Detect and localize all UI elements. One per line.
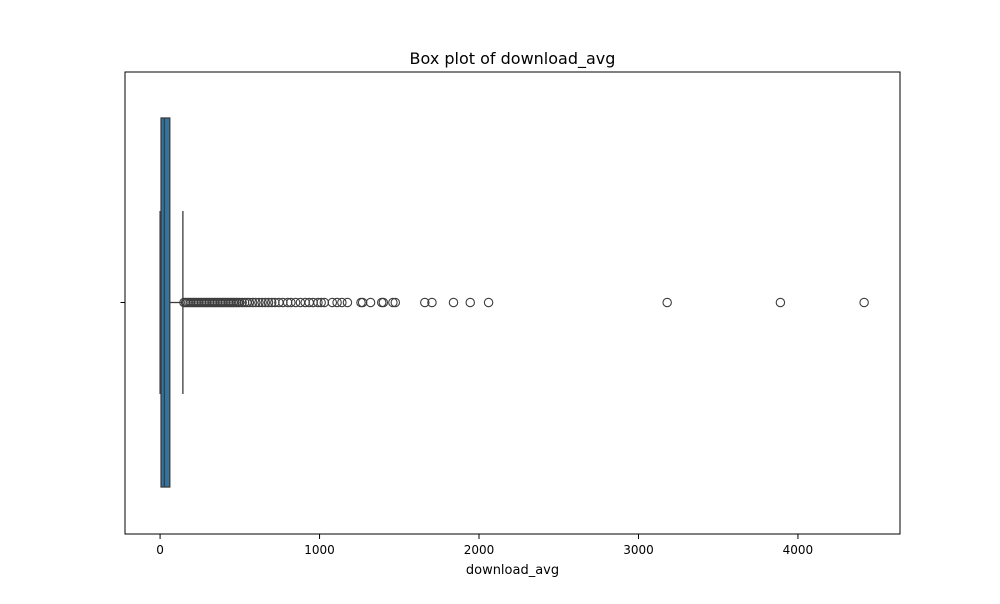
outlier-point [427, 297, 437, 308]
outlier-point [235, 297, 245, 308]
outlier-point [316, 297, 326, 308]
outlier-point [313, 297, 323, 308]
outlier-point [251, 297, 261, 308]
chart-title: Box plot of download_avg [410, 49, 616, 69]
x-tick-label: 0 [156, 543, 164, 557]
x-axis: 0 1000 2000 3000 4000 [156, 534, 813, 557]
outlier-point [365, 297, 376, 308]
outlier-point [378, 297, 389, 308]
plot-area [159, 117, 869, 488]
outlier-point [260, 297, 271, 308]
outlier-point [342, 297, 353, 308]
outlier-point [420, 297, 430, 308]
outlier-point [337, 297, 347, 308]
x-tick-label: 1000 [304, 543, 335, 557]
outlier-point [859, 297, 869, 308]
outlier-point [390, 297, 401, 308]
outlier-point [775, 297, 786, 308]
outlier-point [465, 297, 475, 308]
outlier-point [388, 297, 398, 308]
iqr-box [160, 117, 171, 488]
outlier-point [448, 297, 459, 308]
outlier-point [254, 297, 264, 308]
outlier-point [244, 297, 255, 308]
outlier-point [266, 297, 277, 308]
x-tick-label: 3000 [623, 543, 654, 557]
x-axis-label: download_avg [466, 563, 559, 578]
x-tick-label: 2000 [464, 543, 495, 557]
outlier-point [263, 297, 274, 308]
outlier-point [327, 297, 338, 308]
outlier-point [483, 297, 494, 308]
outlier-point [247, 297, 258, 308]
outlier-point [257, 297, 267, 308]
outlier-point [237, 297, 247, 308]
outlier-point [286, 297, 296, 308]
x-tick-label: 4000 [783, 543, 814, 557]
outlier-point [662, 297, 672, 308]
outlier-point [290, 297, 301, 308]
outlier-point [332, 297, 342, 308]
